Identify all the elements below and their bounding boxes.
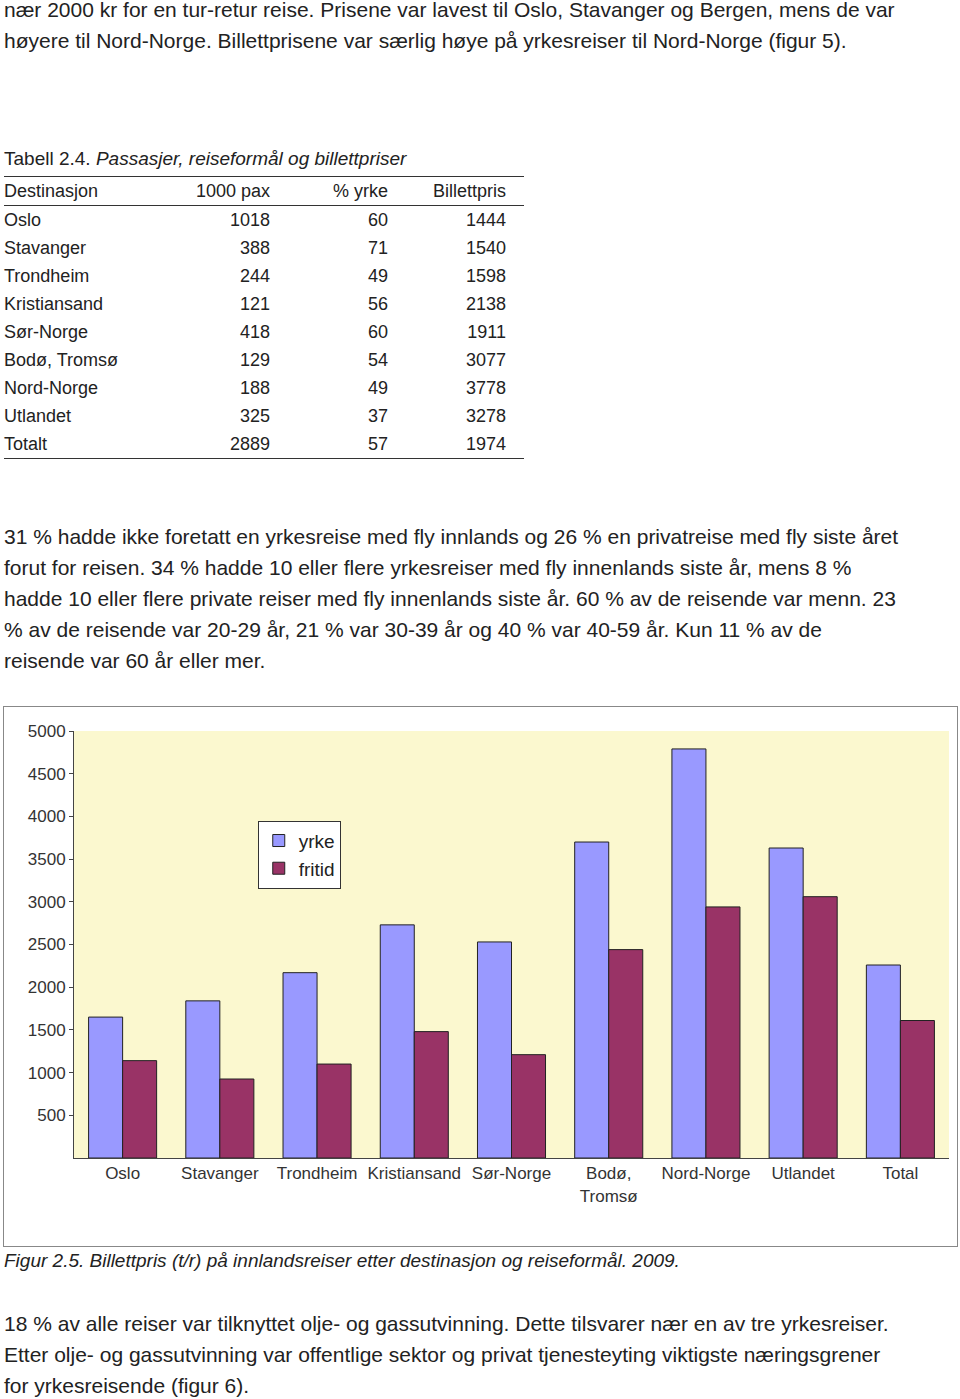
html-text:Utlandet: Utlandet xyxy=(4,405,71,426)
svg-text:yrke: yrke xyxy=(299,831,335,852)
html-text:244: 244 xyxy=(240,265,270,286)
html-text:188: 188 xyxy=(240,377,270,398)
html-text:Oslo: Oslo xyxy=(4,209,41,230)
html-text:325: 325 xyxy=(240,405,270,426)
html-text:Trondheim: Trondheim xyxy=(4,265,90,286)
svg-text:Oslo: Oslo xyxy=(105,1164,140,1183)
html-text:56: 56 xyxy=(368,293,388,314)
html-text:Totalt: Totalt xyxy=(4,433,47,454)
svg-text:3000: 3000 xyxy=(28,893,66,912)
html-text:Stavanger: Stavanger xyxy=(4,237,87,258)
html-text:60: 60 xyxy=(368,321,388,342)
html-text:Destinasjon: Destinasjon xyxy=(4,180,99,201)
svg-text:3500: 3500 xyxy=(28,850,66,869)
html-text:49: 49 xyxy=(368,377,388,398)
svg-text:Stavanger: Stavanger xyxy=(181,1164,259,1183)
html-text:418: 418 xyxy=(240,321,270,342)
svg-text:4000: 4000 xyxy=(28,807,66,826)
html-text:% yrke: % yrke xyxy=(333,180,388,201)
html-text:1540: 1540 xyxy=(466,237,506,258)
html-text:2889: 2889 xyxy=(230,433,270,454)
html-text:3077: 3077 xyxy=(466,349,506,370)
html-text:Nord-Norge: Nord-Norge xyxy=(4,377,98,398)
html-text:Billettpris: Billettpris xyxy=(433,180,506,201)
html-text:1000 pax: 1000 pax xyxy=(195,180,270,201)
svg-text:Trondheim: Trondheim xyxy=(277,1164,358,1183)
svg-text:500: 500 xyxy=(37,1106,65,1125)
svg-text:2500: 2500 xyxy=(28,935,66,954)
html-text:1974: 1974 xyxy=(466,433,506,454)
svg-text:Sør-Norge: Sør-Norge xyxy=(472,1164,551,1183)
html-text:54: 54 xyxy=(368,349,388,370)
html-text:129: 129 xyxy=(240,349,270,370)
svg-text:2000: 2000 xyxy=(28,978,66,997)
html-text:1911: 1911 xyxy=(467,321,506,342)
html-text:121: 121 xyxy=(240,293,270,314)
html-text:1598: 1598 xyxy=(466,265,506,286)
svg-text:Total: Total xyxy=(882,1164,918,1183)
html-text:49: 49 xyxy=(368,265,388,286)
svg-text:fritid: fritid xyxy=(299,859,335,880)
html-text:60: 60 xyxy=(368,209,388,230)
html-text:1444: 1444 xyxy=(466,209,506,230)
svg-text:1500: 1500 xyxy=(28,1021,66,1040)
svg-text:Kristiansand: Kristiansand xyxy=(367,1164,461,1183)
svg-text:Nord-Norge: Nord-Norge xyxy=(662,1164,751,1183)
html-text:Kristiansand: Kristiansand xyxy=(4,293,104,314)
html-text:37: 37 xyxy=(368,405,388,426)
html-text:3778: 3778 xyxy=(466,377,506,398)
svg-text:Bodø,Tromsø: Bodø,Tromsø xyxy=(580,1164,638,1205)
html-text:Sør-Norge: Sør-Norge xyxy=(4,321,88,342)
svg-text:5000: 5000 xyxy=(28,722,66,741)
html-text:57: 57 xyxy=(368,433,388,454)
html-text:71: 71 xyxy=(368,237,388,258)
html-text:2138: 2138 xyxy=(466,293,506,314)
html-text:31 % hadde ikke foretatt en yr: 31 % hadde ikke foretatt en yrkesreise m… xyxy=(4,525,899,672)
html-text:1018: 1018 xyxy=(230,209,270,230)
html-text:388: 388 xyxy=(240,237,270,258)
svg-text:1000: 1000 xyxy=(28,1064,66,1083)
html-text:Bodø, Tromsø: Bodø, Tromsø xyxy=(4,349,118,370)
html-text:3278: 3278 xyxy=(466,405,506,426)
svg-text:4500: 4500 xyxy=(28,765,66,784)
html-text:18 % av alle reiser var tilkny: 18 % av alle reiser var tilknyttet olje-… xyxy=(4,1312,889,1397)
html-text:Figur 2.5. Billettpris (t/r) p: Figur 2.5. Billettpris (t/r) på innlands… xyxy=(4,1250,680,1271)
html-text:Tabell 2.4. Passasjer, reisefo: Tabell 2.4. Passasjer, reiseformål og bi… xyxy=(4,148,407,169)
svg-text:Utlandet: Utlandet xyxy=(772,1164,836,1183)
